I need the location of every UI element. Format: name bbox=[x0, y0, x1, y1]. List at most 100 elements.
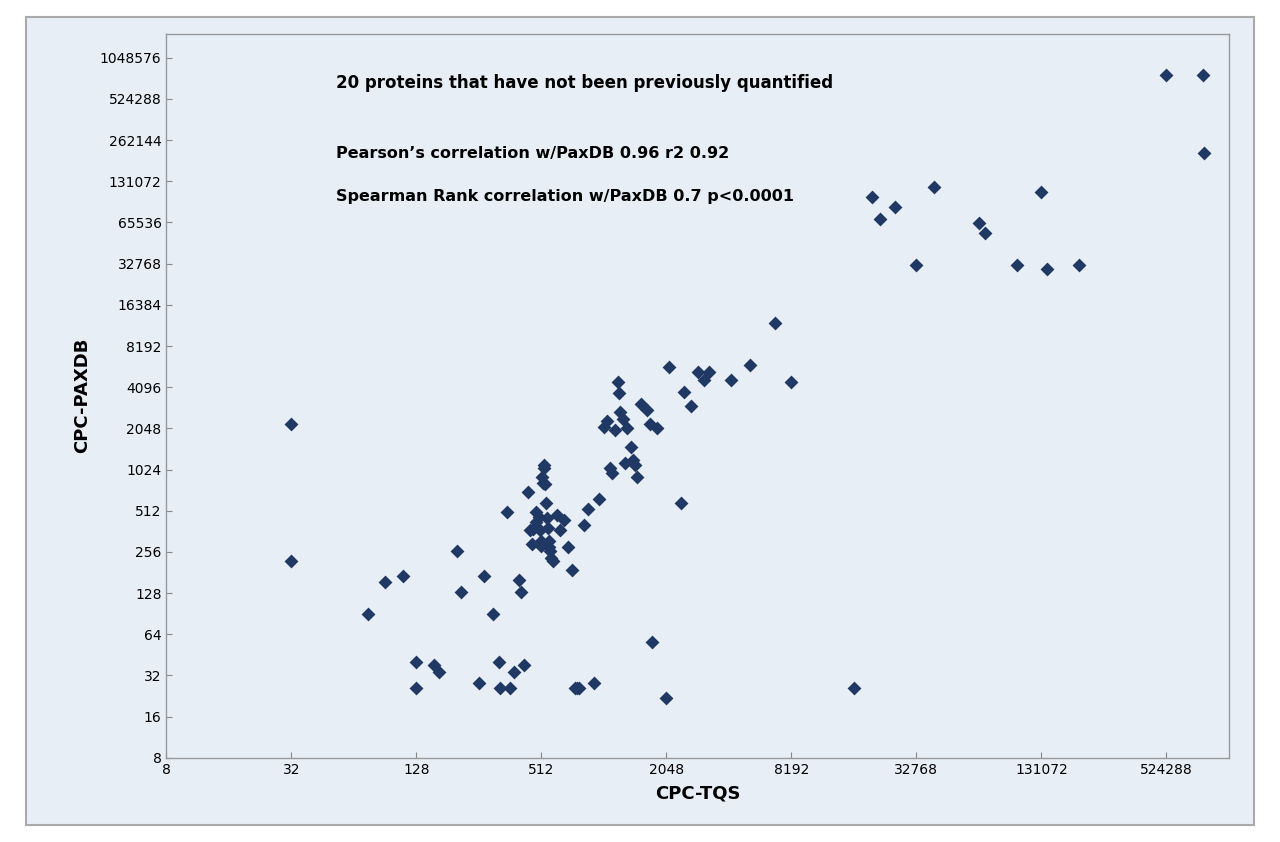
Point bbox=[721, 374, 741, 387]
Text: Pearson’s correlation w/PaxDB 0.96 r2 0.92: Pearson’s correlation w/PaxDB 0.96 r2 0.… bbox=[337, 146, 730, 161]
Point bbox=[534, 459, 554, 472]
Point bbox=[573, 519, 594, 532]
Point bbox=[540, 552, 561, 565]
Point bbox=[764, 317, 785, 330]
Point bbox=[681, 399, 701, 413]
Point bbox=[844, 681, 864, 695]
Point bbox=[550, 523, 571, 536]
Point bbox=[499, 681, 520, 695]
Point bbox=[1069, 258, 1089, 272]
Point bbox=[374, 575, 394, 589]
Point bbox=[282, 554, 302, 568]
Point bbox=[631, 397, 652, 411]
Point bbox=[539, 534, 559, 547]
Point bbox=[577, 502, 598, 515]
Point bbox=[468, 677, 489, 690]
Point bbox=[521, 538, 541, 552]
Point bbox=[643, 636, 663, 649]
Point bbox=[562, 563, 582, 577]
Point bbox=[625, 459, 645, 472]
Point bbox=[1006, 258, 1027, 272]
Point bbox=[504, 665, 525, 679]
Point bbox=[558, 540, 579, 553]
Point bbox=[535, 477, 556, 491]
Point bbox=[358, 607, 379, 621]
Point bbox=[539, 540, 559, 553]
Point bbox=[639, 418, 659, 431]
Point bbox=[699, 365, 719, 379]
Point bbox=[1194, 147, 1215, 160]
Point bbox=[532, 476, 553, 489]
Point bbox=[621, 440, 641, 454]
Point bbox=[525, 505, 545, 519]
Point bbox=[522, 523, 543, 536]
Text: 20 proteins that have not been previously quantified: 20 proteins that have not been previousl… bbox=[337, 73, 833, 92]
Point bbox=[526, 516, 547, 530]
Point bbox=[627, 471, 648, 484]
Point bbox=[554, 513, 575, 526]
Point bbox=[658, 360, 678, 373]
Point bbox=[657, 691, 677, 705]
Point bbox=[623, 453, 644, 466]
Point bbox=[517, 486, 538, 499]
Point bbox=[429, 665, 449, 679]
Point bbox=[509, 573, 530, 587]
Point bbox=[543, 554, 563, 568]
Point bbox=[646, 422, 667, 435]
Point bbox=[538, 522, 558, 536]
Point bbox=[636, 403, 657, 417]
Point bbox=[447, 544, 467, 557]
Point bbox=[906, 258, 927, 272]
Point bbox=[584, 677, 604, 690]
Point bbox=[520, 523, 540, 536]
Point bbox=[497, 505, 517, 519]
Point bbox=[490, 681, 511, 695]
Point bbox=[406, 681, 426, 695]
Point bbox=[424, 658, 444, 672]
Point bbox=[617, 422, 637, 435]
Point bbox=[600, 461, 621, 475]
Point bbox=[483, 607, 503, 621]
Point bbox=[570, 681, 590, 695]
Y-axis label: CPC-PAXDB: CPC-PAXDB bbox=[73, 338, 92, 454]
Point bbox=[596, 415, 617, 429]
Point bbox=[1032, 185, 1052, 199]
Point bbox=[616, 456, 636, 469]
Point bbox=[489, 655, 509, 669]
Point bbox=[870, 212, 891, 226]
Point bbox=[602, 466, 622, 480]
Point bbox=[536, 497, 557, 510]
Point bbox=[609, 386, 630, 400]
Point bbox=[886, 200, 906, 214]
Point bbox=[612, 413, 632, 426]
Point bbox=[740, 358, 760, 371]
Point bbox=[687, 365, 708, 379]
Point bbox=[529, 510, 549, 524]
Point bbox=[694, 374, 714, 387]
Point bbox=[589, 493, 609, 506]
Point bbox=[974, 226, 995, 240]
Point bbox=[474, 569, 494, 583]
Point bbox=[594, 420, 614, 434]
Point bbox=[1156, 68, 1176, 82]
Point bbox=[530, 523, 550, 536]
Point bbox=[534, 461, 554, 475]
Text: Spearman Rank correlation w/PaxDB 0.7 p<0.0001: Spearman Rank correlation w/PaxDB 0.7 p<… bbox=[337, 189, 795, 205]
Point bbox=[531, 471, 552, 484]
Point bbox=[969, 216, 989, 230]
Point bbox=[536, 512, 557, 525]
Point bbox=[393, 569, 413, 583]
Point bbox=[605, 423, 626, 436]
Point bbox=[924, 180, 945, 194]
Point bbox=[531, 534, 552, 547]
Point bbox=[608, 375, 628, 388]
Point bbox=[511, 585, 531, 599]
Point bbox=[282, 418, 302, 431]
Point bbox=[861, 190, 882, 204]
Point bbox=[451, 585, 471, 599]
Point bbox=[609, 405, 630, 418]
Point bbox=[671, 497, 691, 510]
Point bbox=[540, 544, 561, 557]
X-axis label: CPC-TQS: CPC-TQS bbox=[655, 785, 740, 803]
Point bbox=[513, 658, 534, 672]
